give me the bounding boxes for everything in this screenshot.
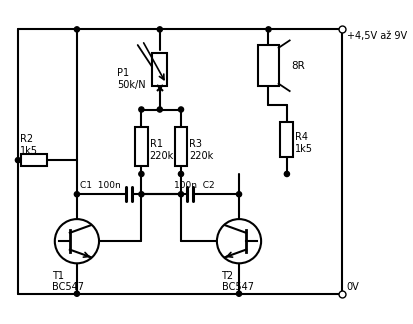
Circle shape xyxy=(139,192,144,197)
Circle shape xyxy=(236,291,242,296)
Circle shape xyxy=(266,27,271,32)
Circle shape xyxy=(178,192,183,197)
Circle shape xyxy=(55,219,99,263)
Bar xyxy=(259,45,279,87)
Circle shape xyxy=(178,107,183,112)
Circle shape xyxy=(157,107,162,112)
Bar xyxy=(280,122,293,157)
Circle shape xyxy=(74,27,79,32)
Text: T2
BC547: T2 BC547 xyxy=(221,271,254,292)
Text: R1
220k: R1 220k xyxy=(150,139,174,161)
Bar xyxy=(21,154,47,166)
Text: C1  100n: C1 100n xyxy=(80,181,121,190)
Text: 8R: 8R xyxy=(292,61,305,71)
Text: P1
50k/N: P1 50k/N xyxy=(117,68,146,90)
Circle shape xyxy=(139,107,144,112)
Circle shape xyxy=(139,171,144,177)
Circle shape xyxy=(217,219,261,263)
Circle shape xyxy=(157,27,162,32)
Text: 100n  C2: 100n C2 xyxy=(173,181,214,190)
Text: R4
1k5: R4 1k5 xyxy=(295,132,313,154)
Bar xyxy=(135,127,148,166)
Circle shape xyxy=(15,157,21,163)
Circle shape xyxy=(284,171,290,177)
Circle shape xyxy=(74,291,79,296)
Bar xyxy=(175,127,188,166)
Text: 0V: 0V xyxy=(347,282,360,292)
Text: R3
220k: R3 220k xyxy=(189,139,214,161)
Bar xyxy=(152,53,167,87)
Circle shape xyxy=(178,171,183,177)
Circle shape xyxy=(74,192,79,197)
Circle shape xyxy=(236,192,242,197)
Text: T1
BC547: T1 BC547 xyxy=(52,271,84,292)
Text: +4,5V až 9V: +4,5V až 9V xyxy=(347,31,407,41)
Text: R2
1k5: R2 1k5 xyxy=(20,134,38,156)
